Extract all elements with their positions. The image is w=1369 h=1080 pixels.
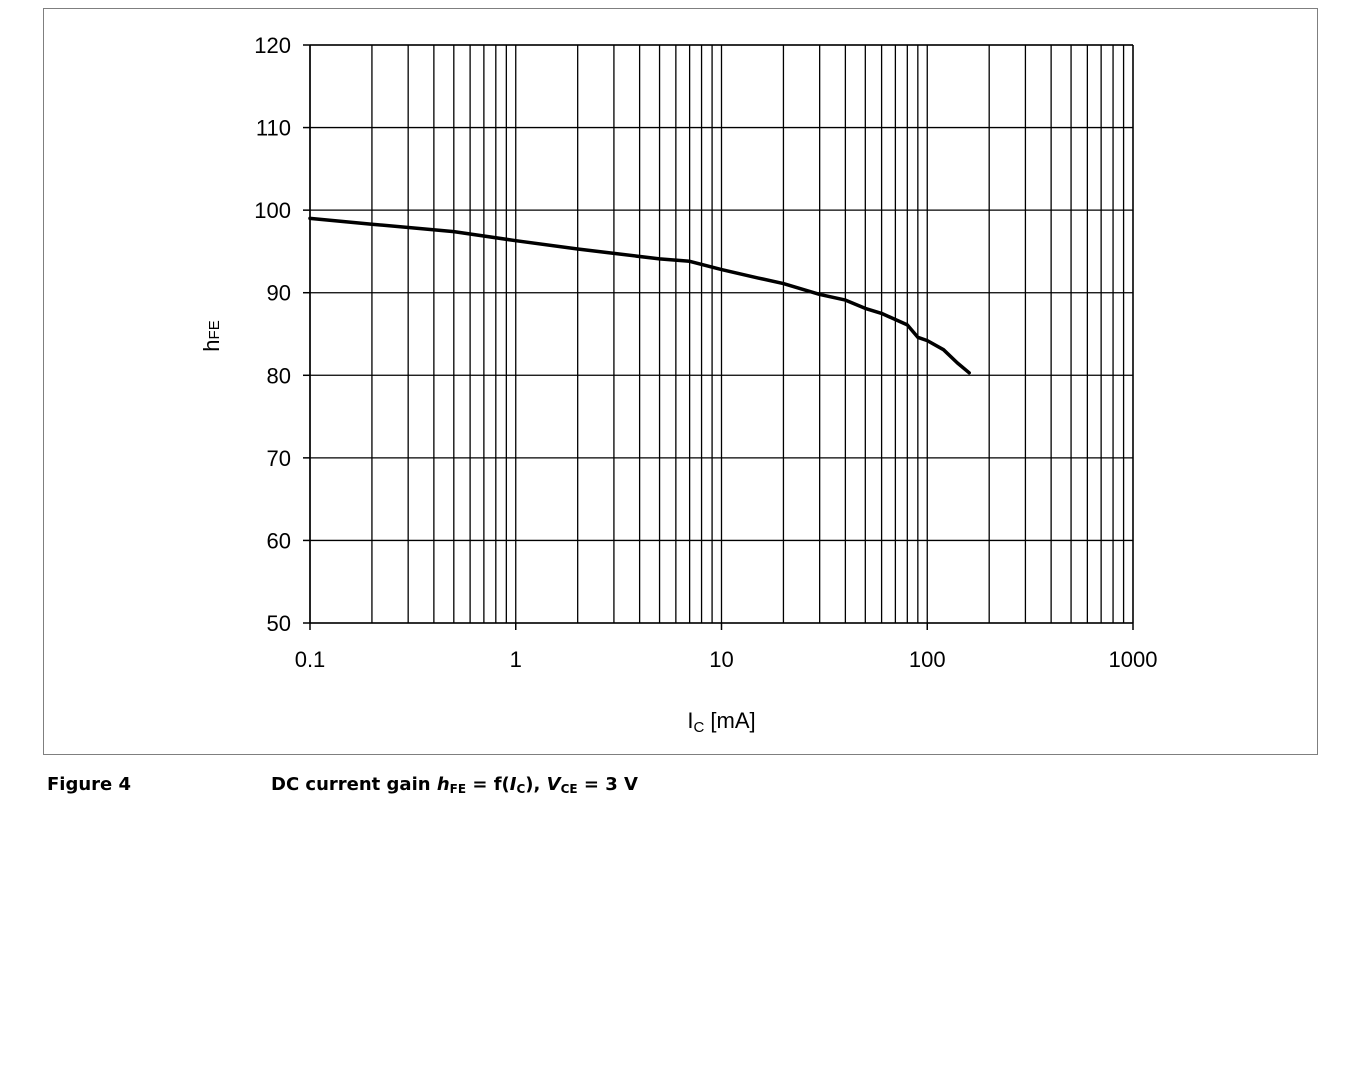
chart-frame: 50 60 70 80 90 100 110 120 0.1 1 10 100 1000 hFE IC… bbox=[43, 8, 1318, 755]
series-group bbox=[308, 216, 971, 375]
x-tick-label: 1 bbox=[510, 647, 522, 672]
data-point bbox=[371, 223, 373, 225]
data-point bbox=[926, 339, 929, 342]
data-point bbox=[906, 324, 909, 326]
x-axis-ticks: 0.1 1 10 100 1000 bbox=[295, 623, 1158, 672]
data-point bbox=[880, 312, 883, 315]
series-line bbox=[308, 216, 971, 375]
data-point bbox=[309, 217, 311, 220]
y-tick-label: 90 bbox=[267, 281, 291, 306]
y-tick-label: 110 bbox=[256, 116, 291, 141]
y-axis-label: hFE bbox=[199, 320, 224, 351]
y-axis-ticks: 50 60 70 80 90 100 110 120 bbox=[254, 33, 310, 636]
x-tick-label: 0.1 bbox=[295, 647, 326, 672]
y-tick-label: 50 bbox=[267, 611, 291, 636]
figure-caption: DC current gain hFE = f(IC), VCE = 3 V bbox=[271, 774, 638, 796]
x-tick-label: 100 bbox=[909, 647, 946, 672]
data-point bbox=[453, 230, 455, 233]
data-point bbox=[688, 260, 691, 263]
data-point bbox=[956, 362, 959, 364]
data-point bbox=[968, 372, 971, 374]
data-point bbox=[658, 258, 661, 260]
data-point bbox=[720, 268, 723, 271]
y-tick-label: 60 bbox=[267, 528, 291, 553]
x-tick-label: 1000 bbox=[1109, 647, 1158, 672]
data-point bbox=[756, 277, 759, 279]
data-point bbox=[917, 336, 919, 339]
data-point bbox=[782, 282, 785, 285]
grid bbox=[309, 44, 1133, 624]
y-tick-label: 120 bbox=[254, 33, 291, 58]
x-axis-label: IC [mA] bbox=[687, 708, 755, 736]
data-point bbox=[514, 239, 517, 242]
data-point bbox=[818, 293, 821, 296]
y-tick-label: 70 bbox=[267, 446, 291, 471]
data-point bbox=[576, 248, 579, 250]
data-point bbox=[844, 299, 847, 301]
y-tick-label: 80 bbox=[267, 363, 291, 388]
y-tick-label: 100 bbox=[254, 198, 291, 223]
data-point bbox=[942, 348, 945, 351]
x-tick-label: 10 bbox=[709, 647, 733, 672]
figure-label: Figure 4 bbox=[47, 774, 132, 795]
data-point bbox=[864, 307, 867, 310]
